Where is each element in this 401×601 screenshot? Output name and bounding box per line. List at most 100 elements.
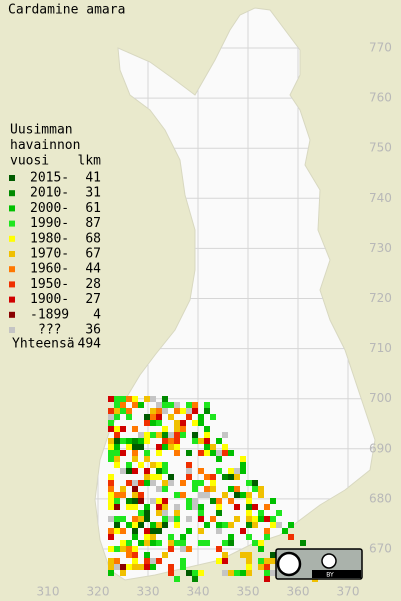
observation-square <box>252 540 258 546</box>
observation-square <box>108 528 114 534</box>
observation-square <box>156 528 162 534</box>
observation-square <box>156 486 162 492</box>
observation-square <box>150 498 156 504</box>
legend-swatch <box>9 281 15 288</box>
observation-square <box>216 504 222 510</box>
legend-heading: Uusimman <box>10 123 73 138</box>
observation-square <box>186 462 192 468</box>
observation-square <box>150 414 156 420</box>
observation-square <box>126 552 132 558</box>
observation-square <box>234 474 240 480</box>
observation-square <box>174 492 180 498</box>
observation-square <box>162 504 168 510</box>
observation-square <box>270 570 276 576</box>
observation-square <box>120 516 126 522</box>
observation-square <box>132 468 138 474</box>
observation-square <box>288 522 294 528</box>
observation-square <box>150 540 156 546</box>
observation-square <box>186 468 192 474</box>
observation-square <box>198 510 204 516</box>
observation-square <box>174 510 180 516</box>
observation-square <box>162 480 168 486</box>
observation-square <box>240 492 246 498</box>
observation-square <box>156 444 162 450</box>
observation-square <box>168 414 174 420</box>
observation-square <box>132 396 138 402</box>
observation-square <box>150 480 156 486</box>
observation-square <box>126 444 132 450</box>
legend-label: 1900- <box>30 292 69 307</box>
observation-square <box>108 486 114 492</box>
observation-square <box>108 444 114 450</box>
legend-label: 2010- <box>30 186 69 201</box>
observation-square <box>132 498 138 504</box>
legend-count: 27 <box>85 292 101 307</box>
observation-square <box>162 432 168 438</box>
observation-square <box>132 522 138 528</box>
observation-square <box>222 444 228 450</box>
legend-total: 494 <box>78 337 102 352</box>
observation-square <box>270 522 276 528</box>
by-label: BY <box>326 572 334 579</box>
observation-square <box>132 402 138 408</box>
observation-square <box>162 444 168 450</box>
observation-square <box>180 558 186 564</box>
observation-square <box>276 522 282 528</box>
observation-square <box>240 528 246 534</box>
observation-square <box>246 504 252 510</box>
observation-square <box>204 408 210 414</box>
observation-square <box>108 450 114 456</box>
observation-square <box>156 468 162 474</box>
observation-square <box>222 492 228 498</box>
observation-square <box>150 432 156 438</box>
observation-square <box>264 516 270 522</box>
observation-square <box>174 576 180 582</box>
observation-square <box>222 522 228 528</box>
license-badge: BY <box>275 548 363 580</box>
legend-swatch <box>9 220 15 227</box>
observation-square <box>138 444 144 450</box>
observation-square <box>198 420 204 426</box>
legend-count: 36 <box>85 323 101 338</box>
observation-square <box>180 534 186 540</box>
observation-square <box>210 414 216 420</box>
observation-square <box>144 420 150 426</box>
observation-square <box>270 552 276 558</box>
observation-square <box>108 558 114 564</box>
observation-square <box>162 522 168 528</box>
east-label: 370 <box>337 585 360 599</box>
observation-square <box>210 516 216 522</box>
observation-square <box>270 558 276 564</box>
observation-square <box>126 498 132 504</box>
observation-square <box>144 414 150 420</box>
observation-square <box>180 564 186 570</box>
observation-square <box>264 564 270 570</box>
legend-label: 2015- <box>30 171 69 186</box>
observation-square <box>204 426 210 432</box>
north-label: 700 <box>369 391 392 405</box>
observation-square <box>174 432 180 438</box>
observation-square <box>150 462 156 468</box>
observation-square <box>258 540 264 546</box>
observation-square <box>198 516 204 522</box>
observation-square <box>144 534 150 540</box>
observation-square <box>258 486 264 492</box>
observation-square <box>174 522 180 528</box>
observation-square <box>114 564 120 570</box>
observation-square <box>120 426 126 432</box>
observation-square <box>108 414 114 420</box>
observation-square <box>156 474 162 480</box>
observation-square <box>132 564 138 570</box>
observation-square <box>126 504 132 510</box>
observation-square <box>180 540 186 546</box>
observation-square <box>216 456 222 462</box>
observation-square <box>246 534 252 540</box>
observation-square <box>216 510 222 516</box>
observation-square <box>174 516 180 522</box>
observation-square <box>144 564 150 570</box>
observation-square <box>114 558 120 564</box>
observation-square <box>108 570 114 576</box>
north-label: 670 <box>369 542 392 556</box>
observation-square <box>120 492 126 498</box>
observation-square <box>264 504 270 510</box>
